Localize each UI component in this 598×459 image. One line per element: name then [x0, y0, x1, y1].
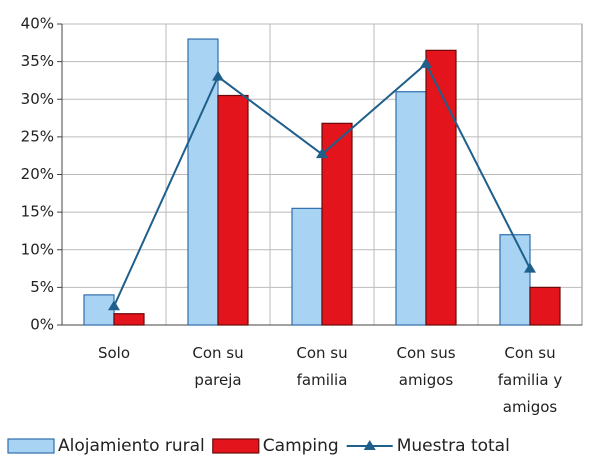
x-tick-label: Con sus amigos — [396, 344, 455, 389]
line-marker — [316, 148, 328, 159]
y-tick-label: 20% — [21, 165, 54, 183]
bar — [321, 122, 353, 326]
x-tick-label: Con su pareja — [192, 344, 243, 389]
legend-swatch — [212, 438, 260, 454]
bar — [499, 234, 531, 326]
bar — [395, 91, 427, 326]
legend-label: Alojamiento rural — [58, 436, 205, 456]
y-tick-label: 25% — [21, 127, 54, 145]
x-tick-label: Con su familia — [296, 344, 347, 389]
y-tick-label: 10% — [21, 240, 54, 258]
bar — [187, 38, 219, 326]
y-tick-label: 5% — [30, 278, 54, 296]
legend-swatch — [7, 438, 55, 454]
legend-label: Camping — [263, 436, 339, 456]
bar — [217, 94, 249, 326]
bar — [425, 49, 457, 326]
y-tick-label: 40% — [21, 15, 54, 33]
bar — [291, 207, 323, 326]
bar — [113, 313, 145, 326]
y-tick-label: 30% — [21, 90, 54, 108]
bar — [529, 286, 561, 326]
line-marker — [108, 300, 120, 311]
y-tick-label: 15% — [21, 203, 54, 221]
line-marker — [524, 262, 536, 273]
x-tick-label: Con su familia y amigos — [498, 344, 563, 416]
legend-label: Muestra total — [397, 436, 510, 456]
y-tick-label: 0% — [30, 316, 54, 334]
line-marker — [212, 70, 224, 81]
x-tick-label: Solo — [98, 344, 130, 362]
legend-marker — [363, 440, 376, 450]
y-tick-label: 35% — [21, 52, 54, 70]
line-marker — [420, 57, 432, 68]
